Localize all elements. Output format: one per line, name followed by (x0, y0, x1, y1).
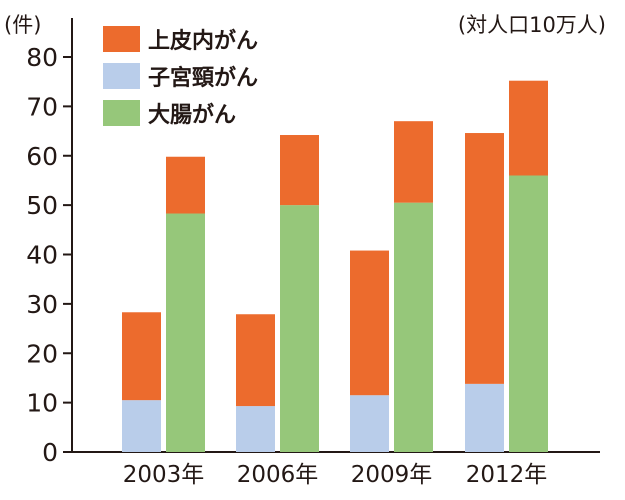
bar-colon-top-segment (166, 156, 205, 214)
bar-colon-top-segment (509, 80, 548, 176)
unit-note: (対人口10万人) (458, 13, 606, 37)
y-tick-label: 10 (26, 389, 58, 418)
y-tick-label: 80 (26, 43, 58, 72)
bar-colon-cancer (394, 202, 433, 452)
bar-cervical-cancer (350, 395, 389, 452)
y-tick-label: 30 (26, 290, 58, 319)
y-tick-label: 70 (26, 92, 58, 121)
legend-swatch (103, 26, 140, 52)
bar-colon-top-segment (394, 121, 433, 203)
y-unit-label: (件) (4, 13, 41, 37)
bar-cervical-cancer (236, 406, 275, 452)
x-category-label: 2003年 (123, 462, 205, 488)
legend-label: 子宮頸がん (148, 65, 258, 91)
legend-label: 大腸がん (148, 102, 236, 128)
bar-carcinoma-in-situ (122, 312, 161, 401)
y-tick-label: 20 (26, 339, 58, 368)
legend-swatch (103, 63, 140, 89)
bar-colon-top-segment (280, 135, 319, 206)
x-category-label: 2006年 (237, 462, 319, 488)
bar-cervical-cancer (122, 400, 161, 452)
labels: 0 10 20 30 40 50 60 70 80 (件) (対人口10万人) 2003年 2006年 2… (4, 13, 606, 488)
y-tick-label: 0 (42, 438, 58, 467)
bar-carcinoma-in-situ (465, 133, 504, 384)
legend-label: 上皮内がん (148, 28, 258, 54)
legend-swatch (103, 100, 140, 126)
bar-colon-cancer (280, 205, 319, 452)
y-tick-label: 50 (26, 191, 58, 220)
bar-carcinoma-in-situ (236, 314, 275, 407)
bar-carcinoma-in-situ (350, 250, 389, 396)
y-tick-label: 60 (26, 142, 58, 171)
x-category-label: 2009年 (351, 462, 433, 488)
bar-colon-cancer (509, 175, 548, 452)
bars (122, 80, 548, 452)
bar-cervical-cancer (465, 383, 504, 452)
y-tick-label: 40 (26, 241, 58, 270)
bar-colon-cancer (166, 213, 205, 452)
x-category-label: 2012年 (466, 462, 548, 488)
